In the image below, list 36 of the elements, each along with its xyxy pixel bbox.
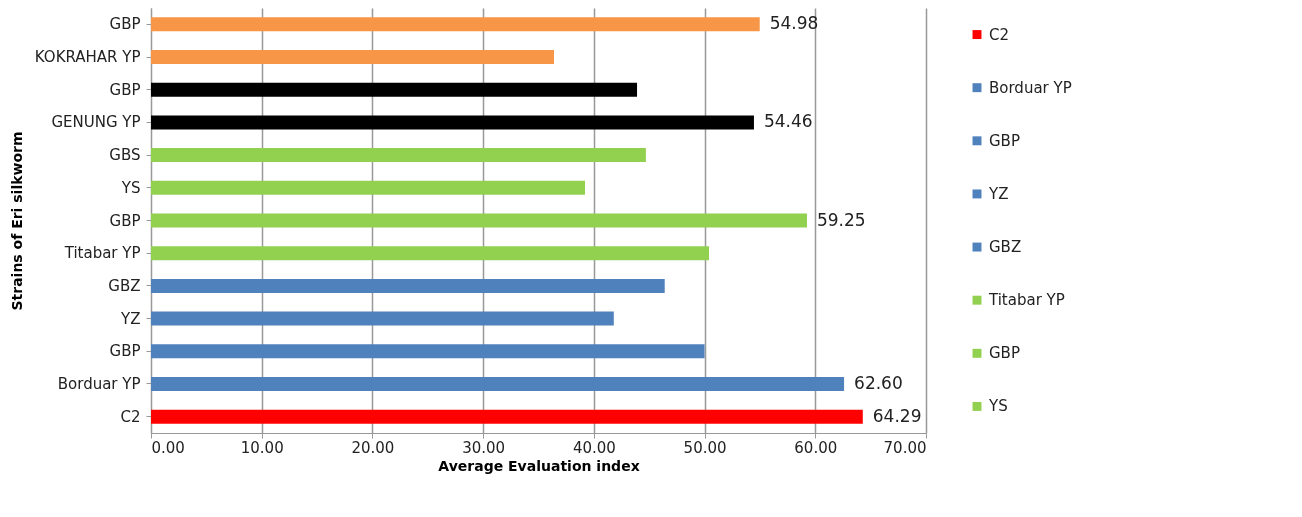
- legend-label: GBP: [989, 131, 1020, 150]
- x-tick-label: 60.00: [794, 438, 838, 457]
- legend-label: Borduar YP: [989, 78, 1072, 97]
- legend-label: YS: [988, 397, 1008, 416]
- y-tick-label: KOKRAHAR YP: [34, 48, 141, 67]
- x-tick-label: 20.00: [351, 438, 395, 457]
- x-tick-label: 30.00: [462, 438, 506, 457]
- y-tick-label: GBS: [109, 146, 141, 165]
- x-tick-label: 0.00: [151, 438, 185, 457]
- x-tick-label: 10.00: [240, 438, 284, 457]
- legend-label: Titabar YP: [988, 291, 1065, 310]
- y-tick-label: YS: [120, 178, 141, 197]
- legend-label: GBZ: [989, 238, 1022, 257]
- y-tick-label: YZ: [120, 309, 141, 328]
- x-tick-label: 50.00: [683, 438, 727, 457]
- y-tick-label: Titabar YP: [63, 244, 141, 263]
- data-label: 59.25: [816, 209, 866, 230]
- x-tick-label: 40.00: [572, 438, 616, 457]
- y-tick-label: GBP: [109, 15, 141, 34]
- y-tick-label: GBP: [109, 342, 141, 361]
- data-label: 54.46: [763, 111, 813, 132]
- legend-label: YZ: [988, 184, 1009, 203]
- y-tick-label: GBZ: [108, 276, 141, 295]
- x-axis-title: Average Evaluation index: [438, 457, 640, 474]
- x-tick-label: 70.00: [883, 438, 927, 457]
- data-label: 54.98: [769, 13, 819, 34]
- data-label: 62.60: [854, 372, 903, 393]
- y-tick-label: Borduar YP: [57, 374, 141, 393]
- y-tick-label: GBP: [109, 80, 141, 99]
- legend-label: C2: [989, 25, 1010, 44]
- y-tick-label: GENUNG YP: [51, 113, 141, 132]
- y-axis-title: Strains of Eri silkworm: [8, 131, 25, 311]
- data-label: 64.29: [872, 405, 922, 426]
- y-tick-label: GBP: [109, 211, 141, 230]
- y-tick-label: C2: [120, 407, 141, 426]
- legend-label: GBP: [989, 344, 1020, 363]
